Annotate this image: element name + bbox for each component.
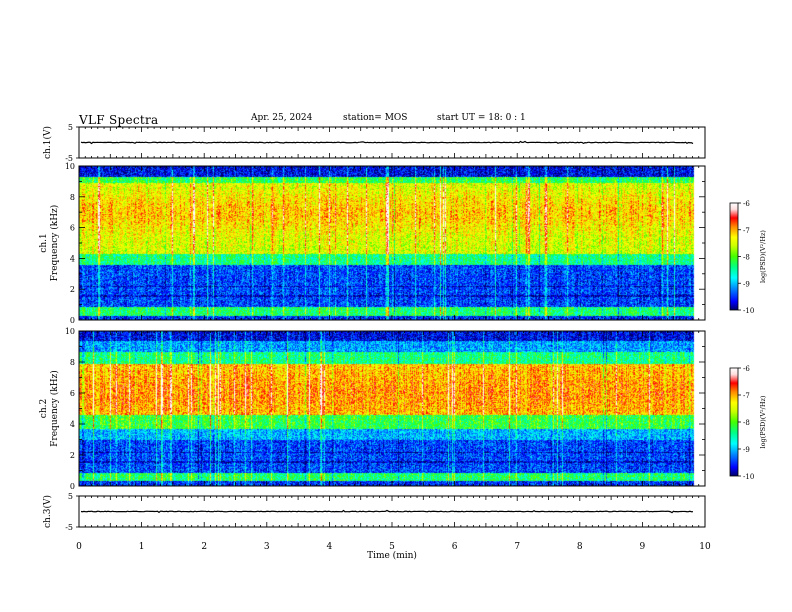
ch1-colorbar-tick-label: -7: [743, 227, 750, 235]
ch2-colorbar: [729, 367, 739, 477]
station-label: station= MOS: [343, 113, 408, 123]
x-tick-label: 8: [577, 542, 583, 552]
x-tick-label: 10: [699, 542, 711, 552]
ch3-waveform-y-tick-label: -5: [65, 523, 73, 532]
x-tick-label: 6: [452, 542, 458, 552]
ch3-waveform-y-tick-label: 5: [68, 492, 73, 501]
ch2-spectrogram-channel-label: ch.2: [39, 399, 49, 418]
ch1-waveform-y-tick-label: 5: [68, 123, 73, 132]
x-tick-label: 7: [514, 542, 520, 552]
x-tick-label: 9: [640, 542, 646, 552]
ch2-spectrogram-y-tick-label: 2: [70, 451, 75, 460]
ch1-colorbar-tick-label: -10: [743, 307, 754, 315]
ch2-colorbar-tick-label: -9: [743, 446, 750, 454]
x-tick-label: 1: [139, 542, 145, 552]
ch2-colorbar-tick-label: -8: [743, 419, 750, 427]
ch2-colorbar-tick-label: -7: [743, 392, 750, 400]
ch2-colorbar-tick-label: -10: [743, 473, 754, 481]
ch2-spectrogram-y-tick-label: 0: [70, 482, 75, 491]
ch1-colorbar-tick-label: -9: [743, 280, 750, 288]
x-tick-label: 5: [389, 542, 395, 552]
x-axis-label: Time (min): [367, 550, 417, 561]
ch1-spectrogram-y-tick-label: 8: [70, 193, 75, 202]
ch2-spectrogram-y-tick-label: 10: [65, 327, 75, 336]
x-tick-label: 2: [201, 542, 207, 552]
x-tick-label: 4: [327, 542, 333, 552]
ch2-colorbar-tick-label: -6: [743, 365, 750, 373]
ch1-colorbar-label: log(PSD)(V²/Hz): [759, 230, 767, 283]
ch2-spectrogram-y-tick-label: 8: [70, 358, 75, 367]
ch1-spectrogram-image: [79, 166, 705, 320]
ch3-waveform-trace: [80, 509, 694, 514]
ch1-colorbar-tick-label: -6: [743, 200, 750, 208]
ch1-spectrogram-y-tick-label: 6: [70, 224, 75, 233]
ch1-spectrogram-y-tick-label: 0: [70, 316, 75, 325]
ch2-spectrogram-y-axis-label: Frequency (kHz): [49, 370, 60, 447]
x-tick-label: 0: [76, 542, 82, 552]
date-label: Apr. 25, 2024: [251, 113, 313, 123]
start-time-label: start UT = 18: 0 : 1: [437, 113, 526, 123]
chart-title: VLF Spectra: [79, 113, 159, 127]
ch2-colorbar-label: log(PSD)(V²/Hz): [759, 395, 767, 448]
ch1-waveform-trace: [80, 140, 694, 145]
ch2-spectrogram-y-tick-label: 4: [70, 420, 75, 429]
ch2-spectrogram-y-tick-label: 6: [70, 389, 75, 398]
ch1-waveform-y-tick-label: -5: [65, 154, 73, 163]
ch3-waveform-y-axis-label: ch.3(V): [42, 495, 53, 528]
x-tick-label: 3: [264, 542, 270, 552]
ch1-spectrogram-y-tick-label: 2: [70, 285, 75, 294]
ch1-spectrogram-channel-label: ch.1: [39, 233, 49, 252]
ch1-colorbar-tick-label: -8: [743, 254, 750, 262]
ch1-spectrogram-y-axis-label: Frequency (kHz): [49, 205, 60, 282]
ch1-spectrogram-y-tick-label: 4: [70, 254, 75, 263]
ch1-colorbar: [729, 202, 739, 311]
ch1-waveform-y-axis-label: ch.1(V): [42, 126, 53, 159]
ch2-spectrogram-image: [79, 331, 705, 486]
ch1-spectrogram-y-tick-label: 10: [65, 162, 75, 171]
